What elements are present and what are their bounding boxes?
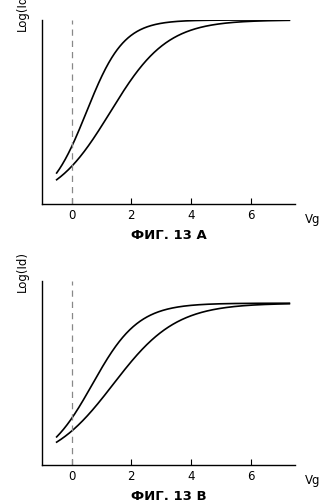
- Text: ФИГ. 13 В: ФИГ. 13 В: [131, 490, 206, 500]
- Y-axis label: Log(Id): Log(Id): [16, 0, 29, 32]
- Y-axis label: Log(Id): Log(Id): [16, 252, 29, 292]
- Text: Vg: Vg: [305, 213, 321, 226]
- Text: ФИГ. 13 А: ФИГ. 13 А: [131, 228, 206, 241]
- Text: Vg: Vg: [305, 474, 321, 487]
